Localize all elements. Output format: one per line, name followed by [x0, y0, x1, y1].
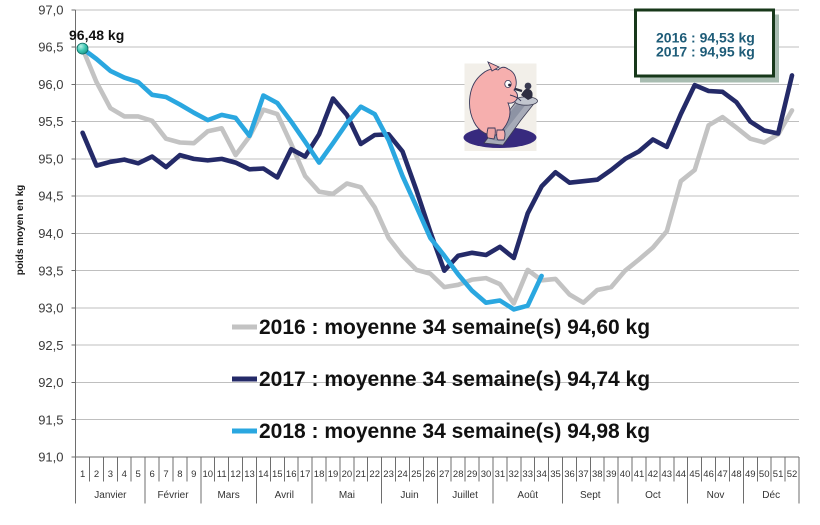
svg-text:43: 43: [662, 469, 673, 480]
svg-text:96,0: 96,0: [38, 77, 63, 92]
svg-text:41: 41: [634, 469, 645, 480]
svg-text:poids moyen en kg: poids moyen en kg: [15, 185, 26, 276]
svg-text:50: 50: [759, 469, 770, 480]
svg-text:Juillet: Juillet: [452, 490, 478, 501]
svg-text:2: 2: [94, 469, 99, 480]
svg-text:29: 29: [467, 469, 478, 480]
svg-text:52: 52: [787, 469, 798, 480]
svg-text:32: 32: [509, 469, 520, 480]
svg-text:38: 38: [592, 469, 603, 480]
svg-text:6: 6: [149, 469, 154, 480]
svg-text:14: 14: [258, 469, 269, 480]
svg-text:39: 39: [606, 469, 617, 480]
svg-text:17: 17: [300, 469, 311, 480]
svg-text:93,0: 93,0: [38, 301, 63, 316]
svg-text:Oct: Oct: [645, 490, 661, 501]
svg-text:49: 49: [745, 469, 756, 480]
svg-text:96,5: 96,5: [38, 40, 63, 55]
svg-text:42: 42: [648, 469, 659, 480]
svg-text:31: 31: [495, 469, 506, 480]
svg-text:Mars: Mars: [217, 490, 239, 501]
svg-text:10: 10: [203, 469, 214, 480]
svg-text:28: 28: [453, 469, 464, 480]
svg-text:11: 11: [217, 469, 227, 480]
svg-text:92,0: 92,0: [38, 375, 63, 390]
svg-text:30: 30: [481, 469, 492, 480]
svg-text:45: 45: [689, 469, 700, 480]
svg-text:94,5: 94,5: [38, 189, 63, 204]
svg-text:7: 7: [163, 469, 168, 480]
svg-text:Janvier: Janvier: [94, 490, 127, 501]
svg-text:40: 40: [620, 469, 631, 480]
svg-text:96,48 kg: 96,48 kg: [69, 27, 124, 43]
svg-text:27: 27: [439, 469, 450, 480]
svg-text:23: 23: [383, 469, 394, 480]
svg-text:93,5: 93,5: [38, 263, 63, 278]
svg-text:Nov: Nov: [707, 490, 725, 501]
svg-text:Mai: Mai: [339, 490, 355, 501]
svg-text:13: 13: [244, 469, 255, 480]
svg-text:24: 24: [397, 469, 408, 480]
svg-text:34: 34: [536, 469, 547, 480]
svg-text:15: 15: [272, 469, 283, 480]
svg-text:37: 37: [578, 469, 589, 480]
svg-text:48: 48: [731, 469, 742, 480]
svg-text:2017 : 94,95 kg: 2017 : 94,95 kg: [656, 44, 755, 60]
svg-text:2016 : moyenne 34 semaine(s) 9: 2016 : moyenne 34 semaine(s) 94,60 kg: [259, 316, 650, 339]
svg-text:12: 12: [230, 469, 241, 480]
svg-text:8: 8: [177, 469, 182, 480]
svg-text:2017 : moyenne 34 semaine(s) 9: 2017 : moyenne 34 semaine(s) 94,74 kg: [259, 368, 650, 391]
svg-text:25: 25: [411, 469, 422, 480]
svg-text:1: 1: [80, 469, 85, 480]
svg-text:2018 : moyenne 34 semaine(s) 9: 2018 : moyenne 34 semaine(s) 94,98 kg: [259, 420, 650, 443]
svg-text:91,5: 91,5: [38, 412, 63, 427]
svg-text:36: 36: [564, 469, 575, 480]
svg-text:21: 21: [356, 469, 367, 480]
svg-text:19: 19: [328, 469, 339, 480]
svg-text:92,5: 92,5: [38, 338, 63, 353]
svg-text:18: 18: [314, 469, 325, 480]
svg-text:4: 4: [122, 469, 127, 480]
svg-text:97,0: 97,0: [38, 2, 63, 17]
svg-text:94,0: 94,0: [38, 226, 63, 241]
svg-text:47: 47: [717, 469, 728, 480]
svg-text:46: 46: [703, 469, 714, 480]
svg-text:35: 35: [550, 469, 561, 480]
svg-text:95,0: 95,0: [38, 152, 63, 167]
svg-text:44: 44: [676, 469, 687, 480]
svg-text:91,0: 91,0: [38, 450, 63, 465]
svg-text:95,5: 95,5: [38, 114, 63, 129]
svg-text:16: 16: [286, 469, 297, 480]
svg-text:Février: Février: [157, 490, 189, 501]
svg-text:3: 3: [108, 469, 113, 480]
svg-text:5: 5: [136, 469, 141, 480]
svg-text:Déc: Déc: [762, 490, 780, 501]
svg-text:26: 26: [425, 469, 436, 480]
svg-text:Août: Août: [517, 490, 538, 501]
svg-text:51: 51: [773, 469, 784, 480]
svg-text:Juin: Juin: [400, 490, 418, 501]
svg-text:2016 : 94,53 kg: 2016 : 94,53 kg: [656, 30, 755, 46]
svg-text:Avril: Avril: [275, 490, 294, 501]
svg-text:33: 33: [522, 469, 533, 480]
svg-text:20: 20: [342, 469, 353, 480]
svg-text:Sept: Sept: [580, 490, 601, 501]
svg-text:9: 9: [191, 469, 196, 480]
svg-text:22: 22: [369, 469, 380, 480]
